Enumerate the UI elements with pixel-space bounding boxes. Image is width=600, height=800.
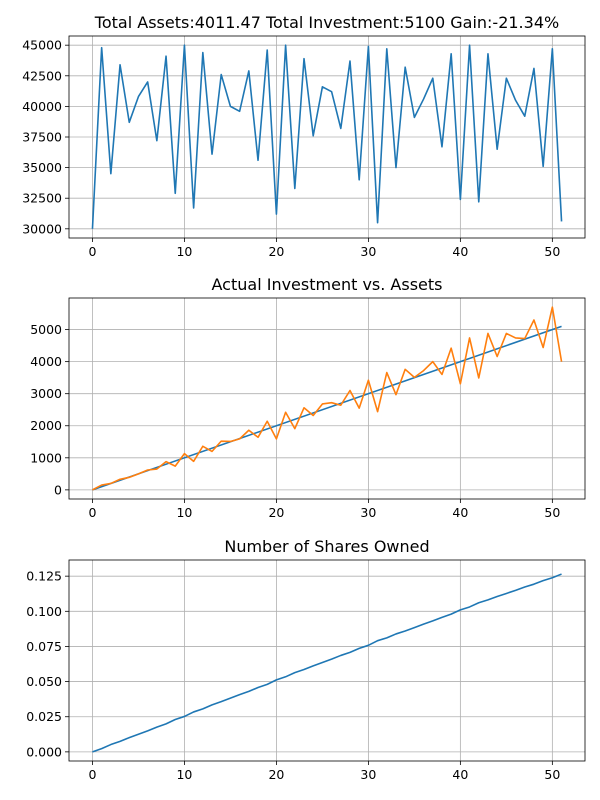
y-tick-label: 3000 [30,386,62,401]
y-tick-label: 0 [54,482,62,497]
x-tick-label: 0 [88,244,96,259]
x-tick-label: 20 [268,505,284,520]
y-tick-label: 42500 [22,68,62,83]
y-tick-label: 1000 [30,450,62,465]
y-tick-label: 0.050 [26,674,62,689]
x-tick-label: 30 [360,505,376,520]
y-tick-label: 30000 [22,221,62,236]
series-line-1 [92,573,562,753]
x-tick-label: 50 [544,767,560,782]
x-tick-label: 30 [360,244,376,259]
x-tick-label: 40 [452,244,468,259]
x-tick-label: 0 [88,505,96,520]
y-tick-label: 32500 [22,191,62,206]
x-tick-label: 10 [176,244,192,259]
x-tick-label: 50 [544,505,560,520]
y-tick-label: 0.000 [26,744,62,759]
x-tick-label: 10 [176,505,192,520]
axes-frame [68,297,586,500]
subplot-1: Total Assets:4011.47 Total Investment:51… [22,13,586,259]
chart-title: Total Assets:4011.47 Total Investment:51… [94,13,559,32]
series-line-2 [92,306,563,491]
y-tick-label: 37500 [22,130,62,145]
series-line-1 [92,325,562,491]
x-tick-label: 20 [268,244,284,259]
y-tick-label: 4000 [30,354,62,369]
y-tick-label: 2000 [30,418,62,433]
x-tick-label: 40 [452,767,468,782]
chart-title: Number of Shares Owned [224,537,429,556]
x-tick-label: 10 [176,767,192,782]
y-tick-label: 0.125 [26,569,62,584]
y-tick-label: 40000 [22,99,62,114]
y-tick-label: 5000 [30,322,62,337]
chart-title: Actual Investment vs. Assets [212,275,443,294]
x-tick-label: 20 [268,767,284,782]
y-tick-label: 35000 [22,160,62,175]
series-line-1 [91,44,563,229]
x-tick-label: 50 [544,244,560,259]
x-tick-label: 40 [452,505,468,520]
y-tick-label: 45000 [22,38,62,53]
y-tick-label: 0.100 [26,604,62,619]
x-tick-label: 30 [360,767,376,782]
y-tick-label: 0.025 [26,709,62,724]
axes-frame [68,559,586,762]
y-tick-label: 0.075 [26,639,62,654]
subplot-3: Number of Shares Owned 0 10 20 30 40 50 0.000 0.… [26,537,586,782]
x-tick-label: 0 [88,767,96,782]
